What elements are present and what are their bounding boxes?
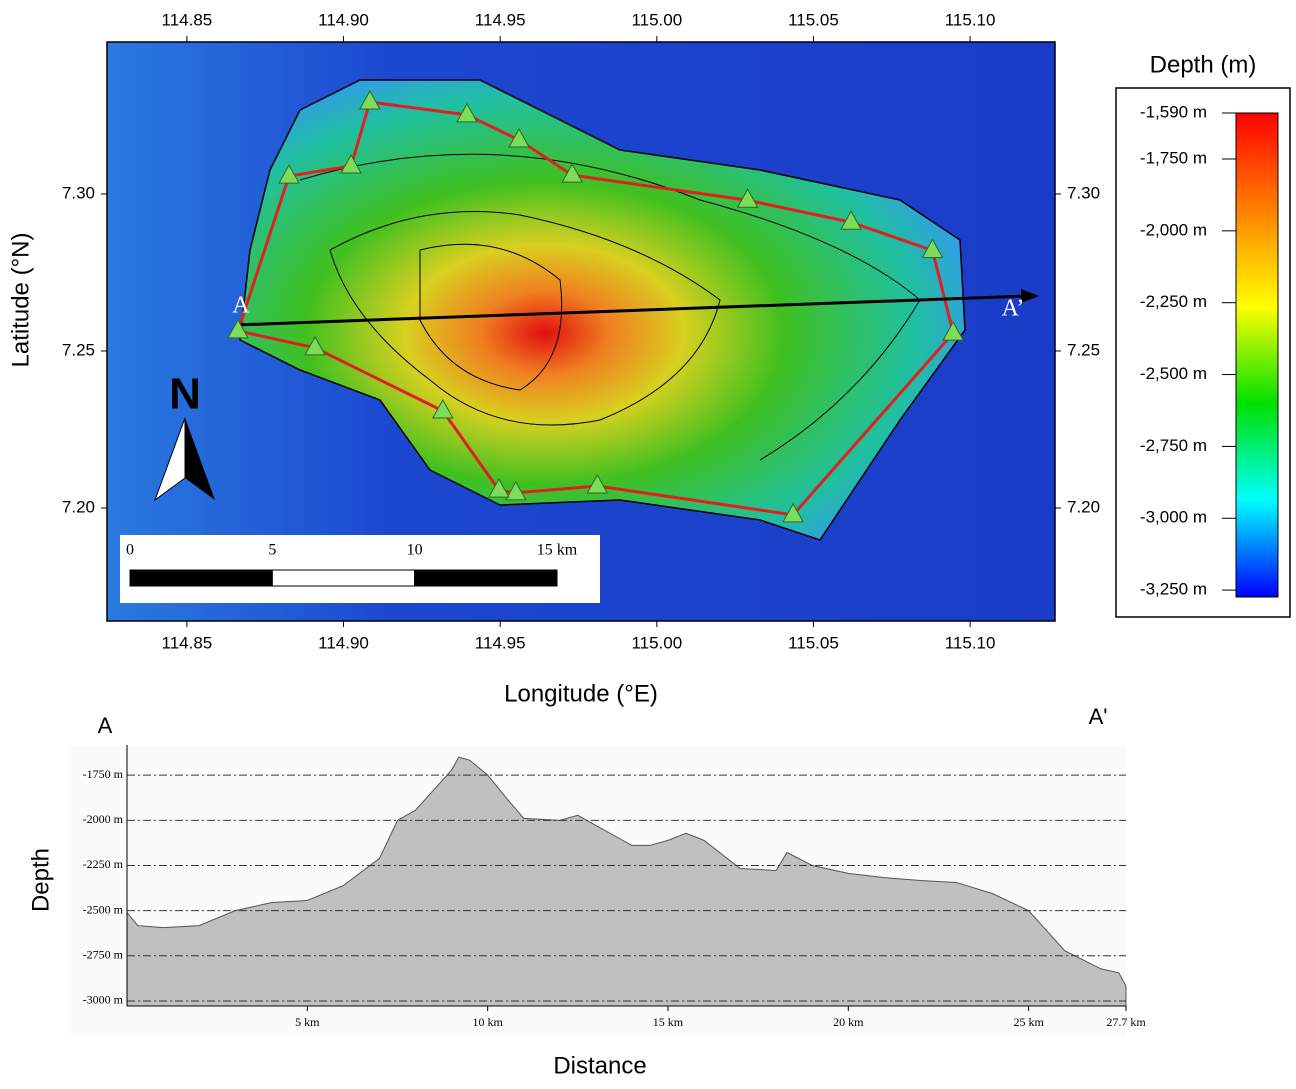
colorbar-tick-label: -3,250 m <box>1140 580 1207 599</box>
x-tick-label: 114.85 <box>162 633 213 652</box>
y-tick-label: -3000 m <box>83 993 124 1007</box>
x-tick-label: 114.90 <box>318 633 369 652</box>
y-axis-title: Latitude (°N) <box>7 233 34 368</box>
x-tick-label: 5 km <box>295 1015 320 1029</box>
station <box>227 318 249 339</box>
scale-bar-box <box>120 535 600 603</box>
station <box>736 188 759 208</box>
y-tick-label: -2500 m <box>83 902 124 916</box>
y-tick-label: 7.25 <box>62 340 95 359</box>
x-axis-title: Distance <box>553 1052 646 1079</box>
x-tick-label: 115.05 <box>788 633 839 652</box>
contour <box>419 243 563 391</box>
colorbar-tick-label: -2,250 m <box>1140 292 1207 311</box>
station <box>456 102 478 123</box>
x-tick-label: 114.90 <box>318 10 369 29</box>
station <box>782 502 804 523</box>
station <box>278 164 300 184</box>
y-tick-label: 7.20 <box>1067 497 1100 516</box>
scale-bar-segment <box>129 569 273 587</box>
colorbar-tick-label: -2,500 m <box>1140 364 1207 383</box>
colorbar-tick-label: -3,000 m <box>1140 508 1207 527</box>
colorbar-tick-label: -2,000 m <box>1140 220 1207 239</box>
profile-label: A <box>232 292 250 318</box>
station <box>942 321 965 341</box>
scale-bar-segment <box>414 569 558 587</box>
scale-bar-label: 0 <box>126 542 134 559</box>
x-tick-label: 27.7 km <box>1106 1015 1146 1029</box>
y-tick-label: -1750 m <box>83 767 124 781</box>
profile-end-label: A' <box>1089 704 1108 729</box>
map-frame <box>106 41 1056 622</box>
profile-line <box>237 294 1028 327</box>
station <box>488 478 510 498</box>
scale-bar-label: 15 km <box>537 542 578 559</box>
x-tick-label: 114.95 <box>475 633 526 652</box>
station <box>504 480 527 501</box>
profile-label: A’ <box>1002 296 1025 322</box>
y-tick-label: -2250 m <box>83 857 124 871</box>
x-tick-label: 114.95 <box>475 10 526 29</box>
contour <box>329 211 721 426</box>
scale-bar-segment <box>271 569 416 587</box>
station <box>431 398 454 419</box>
contour <box>299 153 921 461</box>
x-axis-title: Longitude (°E) <box>504 680 658 707</box>
station <box>304 335 326 356</box>
y-tick-label: 7.20 <box>62 497 95 516</box>
x-tick-label: 20 km <box>833 1015 864 1029</box>
x-tick-label: 115.10 <box>945 633 996 652</box>
north-arrow <box>185 418 215 500</box>
colorbar-tick-label: -1,750 m <box>1140 148 1207 167</box>
terrain-shape <box>239 79 966 541</box>
x-tick-label: 25 km <box>1013 1015 1044 1029</box>
scale-bar-label: 5 <box>268 542 276 559</box>
colorbar-tick-label: -1,590 m <box>1140 102 1207 121</box>
station <box>508 127 530 148</box>
y-tick-label: 7.25 <box>1067 340 1100 359</box>
station <box>340 153 362 174</box>
x-tick-label: 114.85 <box>162 10 213 29</box>
profile-start-label: A <box>98 713 113 738</box>
x-tick-label: 15 km <box>653 1015 684 1029</box>
station <box>586 473 609 494</box>
y-tick-label: 7.30 <box>1067 183 1100 202</box>
x-tick-label: 115.05 <box>788 10 839 29</box>
colorbar-tick-label: -2,750 m <box>1140 436 1207 455</box>
colorbar <box>1235 112 1279 598</box>
profile-arrowhead <box>1021 289 1040 304</box>
scale-bar-label: 10 <box>407 542 423 559</box>
station <box>561 163 584 183</box>
x-tick-label: 115.00 <box>631 633 682 652</box>
x-tick-label: 10 km <box>472 1015 503 1029</box>
colorbar-title: Depth (m) <box>1150 51 1257 78</box>
north-label: N <box>169 370 201 419</box>
y-tick-label: -2750 m <box>83 948 124 962</box>
y-axis-title: Depth <box>27 848 54 912</box>
y-tick-label: 7.30 <box>62 183 95 202</box>
station <box>358 89 381 110</box>
station-outline <box>236 100 955 517</box>
x-tick-label: 115.10 <box>945 10 996 29</box>
x-tick-label: 115.00 <box>631 10 682 29</box>
y-tick-label: -2000 m <box>83 812 124 826</box>
station <box>921 238 944 258</box>
station <box>840 210 862 230</box>
